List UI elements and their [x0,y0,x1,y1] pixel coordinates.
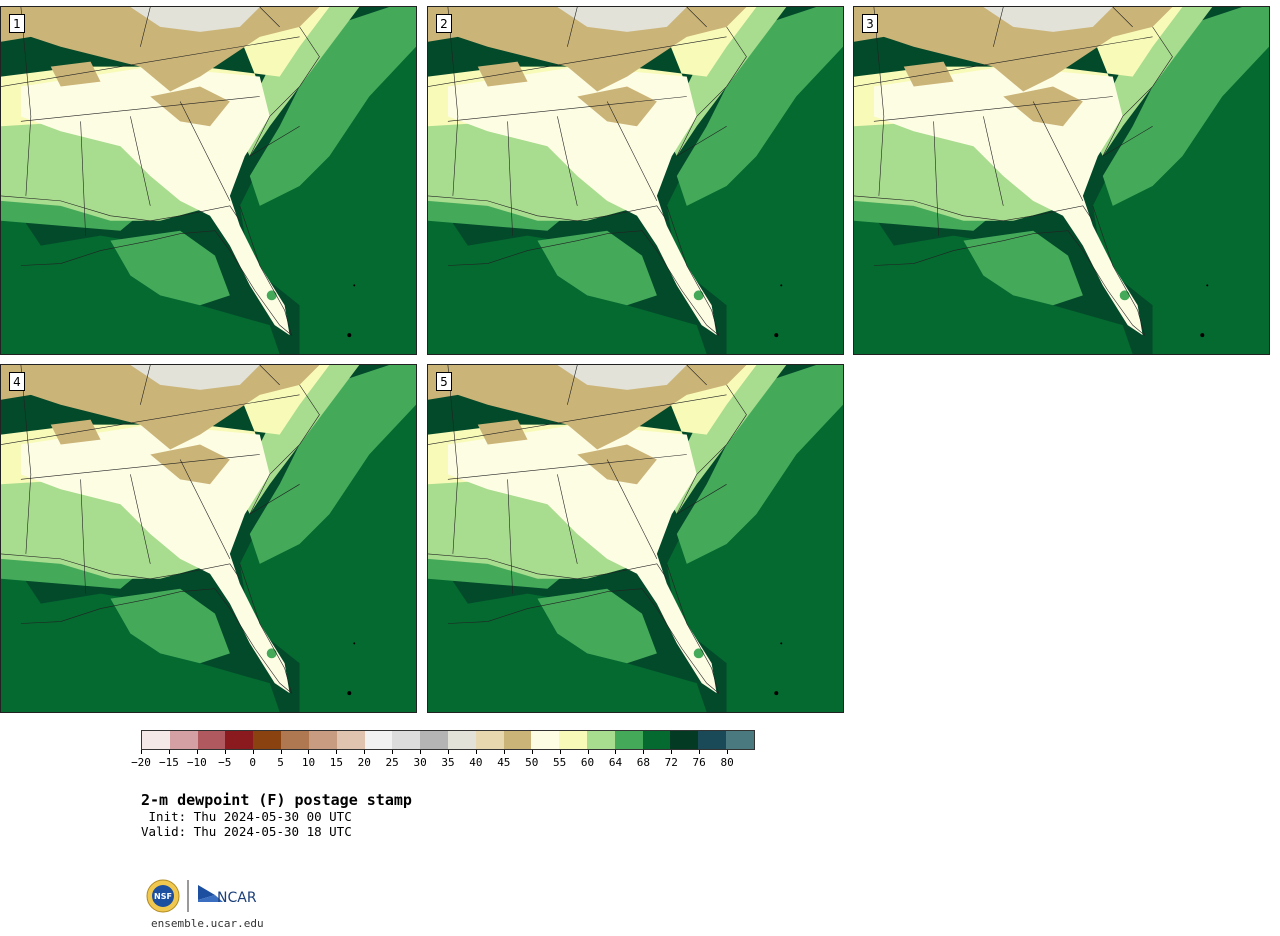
colorbar-tick [252,750,254,754]
colorbar-tick [699,750,701,754]
colorbar-tick-label: 30 [413,756,427,769]
dewpoint-map-2 [428,7,843,354]
colorbar-segment [447,731,476,749]
colorbar-segment [531,731,560,749]
colorbar-segment [281,731,309,749]
colorbar-tick [196,750,198,754]
init-time: Init: Thu 2024-05-30 00 UTC [141,809,352,824]
figure-title: 2-m dewpoint (F) postage stamp [141,791,412,809]
colorbar-tick-label: −20 [131,756,151,769]
colorbar-segment [142,731,170,749]
colorbar-segment [420,731,448,749]
colorbar-tick-label: −15 [158,756,179,769]
colorbar-tick-label: −5 [218,756,232,769]
colorbar-segment [308,731,337,749]
colorbar-tick-label: 25 [385,756,399,769]
panel-number-label: 2 [436,14,452,33]
colorbar-segment [169,731,198,749]
nsf-logo-icon: NSF [146,879,180,913]
colorbar-tick [224,750,226,754]
colorbar-tick [141,750,142,754]
colorbar-segment [336,731,365,749]
colorbar-tick [503,750,505,754]
colorbar-tick-label: −10 [186,756,207,769]
svg-text:NSF: NSF [154,892,172,901]
colorbar-segment [587,731,615,749]
panel-number-label: 5 [436,372,452,391]
colorbar-tick [475,750,477,754]
colorbar-segment [225,731,254,749]
colorbar-tick [420,750,422,754]
ensemble-member-panel-4: 4 [0,364,417,713]
colorbar-tick-label: 10 [301,756,316,769]
colorbar-segment [503,731,532,749]
colorbar-tick-label: 0 [249,756,256,769]
colorbar-tick-label: 5 [277,756,284,769]
colorbar-tick [364,750,366,754]
dewpoint-map-5 [428,365,843,712]
colorbar-tick-label: 35 [441,756,455,769]
dewpoint-colorbar [141,730,755,750]
ensemble-member-panel-1: 1 [0,6,417,355]
panel-number-label: 1 [9,14,25,33]
dewpoint-map-4 [1,365,416,712]
valid-time: Valid: Thu 2024-05-30 18 UTC [141,824,352,839]
colorbar-tick [392,750,394,754]
ncar-logo-icon: NCAR [198,885,257,906]
colorbar-tick [615,750,617,754]
colorbar-segment [670,731,699,749]
colorbar-tick [280,750,282,754]
colorbar-tick [336,750,338,754]
colorbar-tick-label: 72 [664,756,678,769]
colorbar-tick [587,750,589,754]
ensemble-member-panel-2: 2 [427,6,844,355]
colorbar-tick-label: 68 [636,756,650,769]
colorbar-tick-label: 80 [720,756,734,769]
colorbar-tick-label: 64 [608,756,623,769]
ensemble-member-panel-5: 5 [427,364,844,713]
colorbar-tick-label: 45 [497,756,511,769]
colorbar-tick [448,750,449,754]
panel-number-label: 3 [862,14,878,33]
dewpoint-map-1 [1,7,416,354]
colorbar-tick-label: 15 [329,756,343,769]
colorbar-tick-label: 40 [469,756,483,769]
svg-text:NCAR: NCAR [217,890,257,906]
ensemble-member-panel-3: 3 [853,6,1270,355]
dewpoint-map-3 [854,7,1269,354]
colorbar-segment [364,731,393,749]
colorbar-segment [559,731,587,749]
colorbar-tick-label: 76 [692,756,706,769]
colorbar-tick-label: 60 [580,756,595,769]
colorbar-tick-label: 20 [357,756,371,769]
colorbar-segment [392,731,421,749]
colorbar-tick [671,750,673,754]
panel-number-label: 4 [9,372,25,391]
colorbar-tick-label: 50 [525,756,539,769]
colorbar-segment [698,731,727,749]
colorbar-tick [531,750,533,754]
colorbar-tick [308,750,310,754]
colorbar-segment [253,731,282,749]
colorbar-segment [614,731,643,749]
colorbar-tick [559,750,561,754]
colorbar-tick [168,750,170,754]
colorbar-tick [727,750,729,754]
colorbar-segment [726,731,754,749]
colorbar-segment [642,731,671,749]
colorbar-tick-labels: −20 −15 −10 −5 0 5 10 15 20 25 30 35 40 45 50 55 60 64 68 7… [131,750,755,770]
colorbar-segment [475,731,504,749]
colorbar-tick-label: 55 [553,756,567,769]
colorbar-tick [643,750,645,754]
nsf-ncar-logo: NSF NCAR [146,879,257,913]
colorbar-segment [197,731,226,749]
website-url: ensemble.ucar.edu [151,917,264,930]
